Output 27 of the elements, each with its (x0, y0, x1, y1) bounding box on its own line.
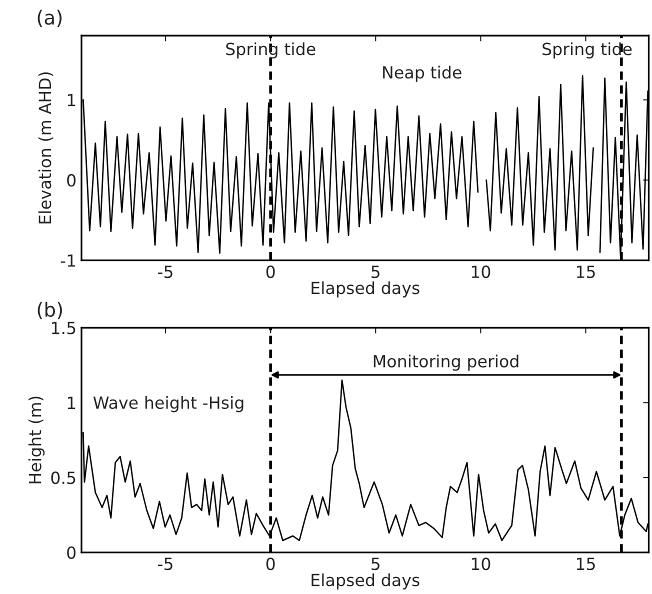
x-tick-label: 5 (372, 558, 380, 570)
x-tick-label: -5 (158, 558, 172, 570)
y-tick-label: 1 (68, 94, 76, 106)
y-tick-label: -1 (60, 254, 76, 267)
x-tick-label: 10 (472, 265, 490, 278)
x-tick-label: 0 (266, 558, 275, 570)
chart-title: (b) (38, 302, 62, 320)
x-axis-title: Elapsed days (312, 281, 420, 298)
y-axis-title: Elevation (m AHD) (38, 72, 54, 224)
x-tick-label: 10 (472, 558, 490, 570)
y-axis-title: Height (m) (28, 396, 45, 484)
y-tick-label: 0 (67, 174, 76, 187)
chart-title: (a) (38, 10, 62, 28)
annotation: Monitoring period (374, 354, 518, 371)
x-tick-label: -5 (158, 266, 172, 278)
y-tick-label: 1.5 (52, 322, 76, 334)
annotation: Wave height -Hsig (93, 396, 244, 412)
ref-line-label: Spring tide (226, 42, 316, 59)
y-tick-label: 0 (67, 546, 76, 559)
x-axis-title: Elapsed days (312, 573, 420, 590)
annotation: Neap tide (383, 66, 462, 82)
y-tick-label: 0.5 (51, 471, 76, 484)
x-tick-label: 15 (576, 266, 595, 278)
y-tick-label: 1 (68, 396, 76, 409)
x-tick-label: 15 (576, 558, 595, 570)
x-tick-label: 0 (266, 265, 275, 278)
x-tick-label: 5 (372, 266, 380, 278)
